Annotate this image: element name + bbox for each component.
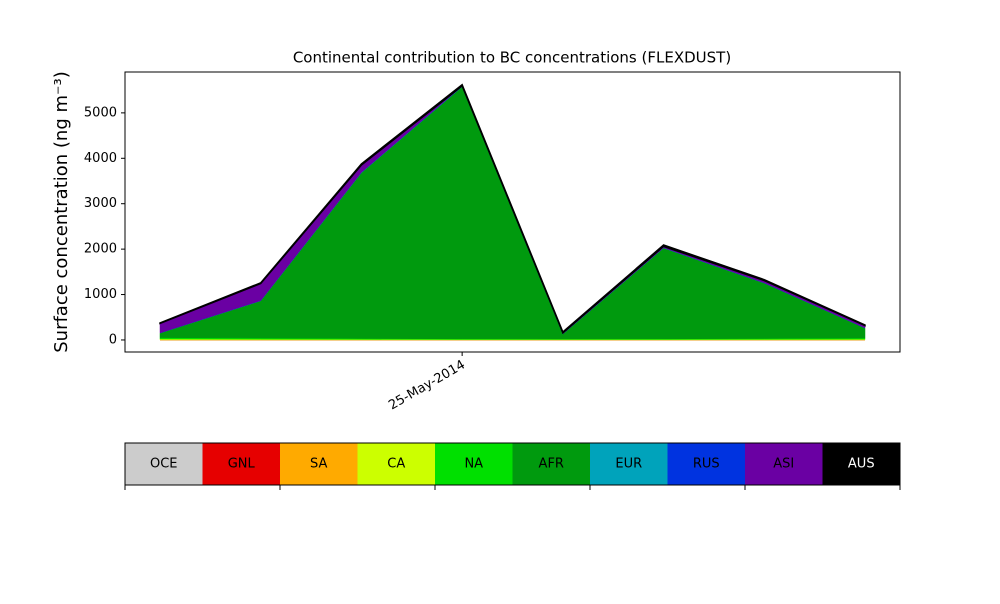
y-tick-label: 3000 <box>84 196 117 211</box>
y-tick-label: 4000 <box>84 151 117 166</box>
legend-label: AFR <box>539 457 564 472</box>
legend-label: CA <box>387 457 405 472</box>
legend-label: EUR <box>615 457 642 472</box>
legend-label: GNL <box>228 457 256 472</box>
y-tick-label: 1000 <box>84 287 117 302</box>
legend-label: SA <box>310 457 327 472</box>
legend-label: AUS <box>848 457 875 472</box>
x-tick-label: 25-May-2014 <box>386 358 468 414</box>
y-axis-label: Surface concentration (ng m⁻³) <box>51 71 72 353</box>
y-tick-label: 2000 <box>84 242 117 257</box>
plot-area <box>160 85 865 340</box>
legend-label: OCE <box>150 457 178 472</box>
legend-label: RUS <box>693 457 720 472</box>
legend-label: ASI <box>773 457 794 472</box>
area <box>160 87 865 339</box>
chart-title: Continental contribution to BC concentra… <box>293 49 731 67</box>
colorbar-ticks <box>125 485 900 490</box>
legend-label: NA <box>464 457 483 472</box>
y-tick-label: 5000 <box>84 105 117 120</box>
legend: OCE GNL SA CA NA AFR EUR RUS ASI AUS <box>125 443 900 485</box>
y-tick-label: 0 <box>109 332 117 347</box>
